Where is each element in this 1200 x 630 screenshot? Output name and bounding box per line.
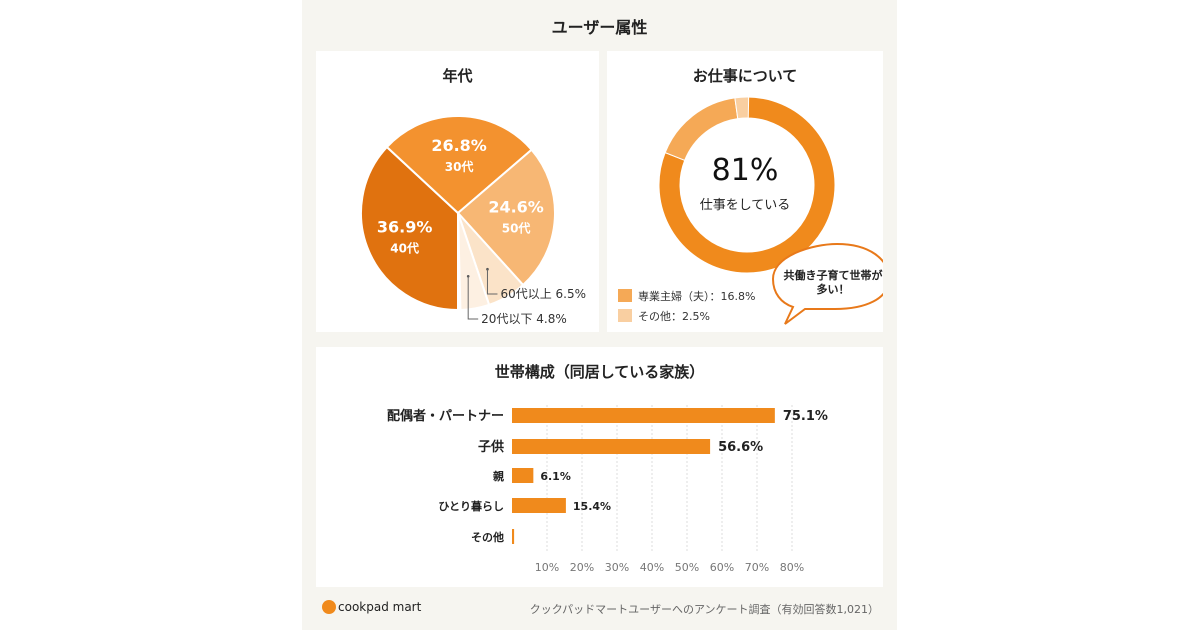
household-card: 世帯構成（同居している家族） 10% 20% 30% 40% 50% 60% 70% 80% 配… xyxy=(316,347,883,587)
legend-swatch xyxy=(618,309,632,322)
leader-dot xyxy=(466,275,470,278)
bar-value-label: 6.1% xyxy=(540,470,571,483)
pie-slice-4 xyxy=(457,212,491,311)
x-tick-label: 80% xyxy=(780,561,804,574)
bar-value-label: 75.1% xyxy=(783,409,828,424)
x-tick-label: 60% xyxy=(710,561,734,574)
slice-category-label: 30代 xyxy=(445,159,474,174)
bar xyxy=(512,468,534,483)
legend-label: その他：2.5% xyxy=(638,310,710,323)
pie-slice-0 xyxy=(360,145,459,312)
category-label: 配偶者・パートナー xyxy=(387,408,504,424)
bar-value-label: 15.4% xyxy=(573,500,611,513)
x-tick-label: 40% xyxy=(640,561,664,574)
age-title: 年代 xyxy=(442,67,473,85)
donut-segment-1 xyxy=(664,97,739,161)
pie-slice-2 xyxy=(456,148,556,287)
leader-line xyxy=(486,269,498,295)
slice-outside-label: 60代以上 6.5% xyxy=(500,287,586,301)
x-tick-label: 30% xyxy=(605,561,629,574)
household-bar-chart: 10% 20% 30% 40% 50% 60% 70% 80% 配偶者・パートナー 75.1% 子供… xyxy=(387,405,828,574)
x-tick-label: 20% xyxy=(570,561,594,574)
donut-center-label: 仕事をしている xyxy=(699,198,791,213)
pie-slice-1 xyxy=(385,115,533,215)
donut-center-value: 81% xyxy=(711,153,779,188)
work-title: お仕事について xyxy=(692,67,798,85)
age-pie-chart: 36.9% 40代 26.8% 30代 24.6% 50代 60代以上 6.5% 20代以下 … xyxy=(360,115,586,326)
logo-text: cookpad mart xyxy=(338,600,422,614)
bar xyxy=(512,439,711,454)
donut-segment-2 xyxy=(734,96,750,120)
legend-label: 専業主婦（夫）：16.8% xyxy=(638,289,755,303)
chef-hat-icon xyxy=(322,600,336,614)
category-label: 親 xyxy=(493,469,504,483)
survey-note: クックパッドマートユーザーへのアンケート調査（有効回答数1,021） xyxy=(529,603,879,616)
slice-value-label: 24.6% xyxy=(488,198,544,217)
leader-line xyxy=(467,276,479,320)
slice-category-label: 50代 xyxy=(502,221,531,236)
callout-text-line2: 多い！ xyxy=(817,282,850,296)
slice-value-label: 36.9% xyxy=(377,217,433,236)
bar xyxy=(512,498,566,513)
slice-outside-label: 20代以下 4.8% xyxy=(481,312,567,326)
bar xyxy=(512,529,515,544)
slice-value-label: 26.8% xyxy=(431,136,487,155)
age-card: 年代 36.9% 40代 26.8% 30代 24.6% 50代 60代以上 6.5% 20代… xyxy=(316,51,599,332)
category-label: ひとり暮らし xyxy=(438,499,504,513)
category-label: 子供 xyxy=(478,439,504,455)
infographic-panel: ユーザー属性 年代 36.9% 40代 26.8% 30代 24.6% 50代 60代以上 … xyxy=(302,0,897,630)
x-tick-label: 10% xyxy=(535,561,559,574)
callout-bubble xyxy=(771,242,883,325)
bar xyxy=(512,408,775,423)
legend-swatch xyxy=(618,289,632,302)
slice-category-label: 40代 xyxy=(390,240,419,255)
donut-segment-0 xyxy=(658,96,836,274)
page-title: ユーザー属性 xyxy=(551,18,648,37)
x-tick-label: 70% xyxy=(745,561,769,574)
category-label: その他 xyxy=(471,530,504,544)
cookpad-logo: cookpad mart xyxy=(322,600,421,614)
bar-value-label: 56.6% xyxy=(718,440,763,455)
work-card: お仕事について 専業主婦（夫）：16.8% その他：2.5% 共働き子育て世帯が 多い… xyxy=(607,51,883,332)
household-title: 世帯構成（同居している家族） xyxy=(494,363,705,381)
x-tick-label: 50% xyxy=(675,561,699,574)
callout-text-line1: 共働き子育て世帯が xyxy=(784,268,883,282)
